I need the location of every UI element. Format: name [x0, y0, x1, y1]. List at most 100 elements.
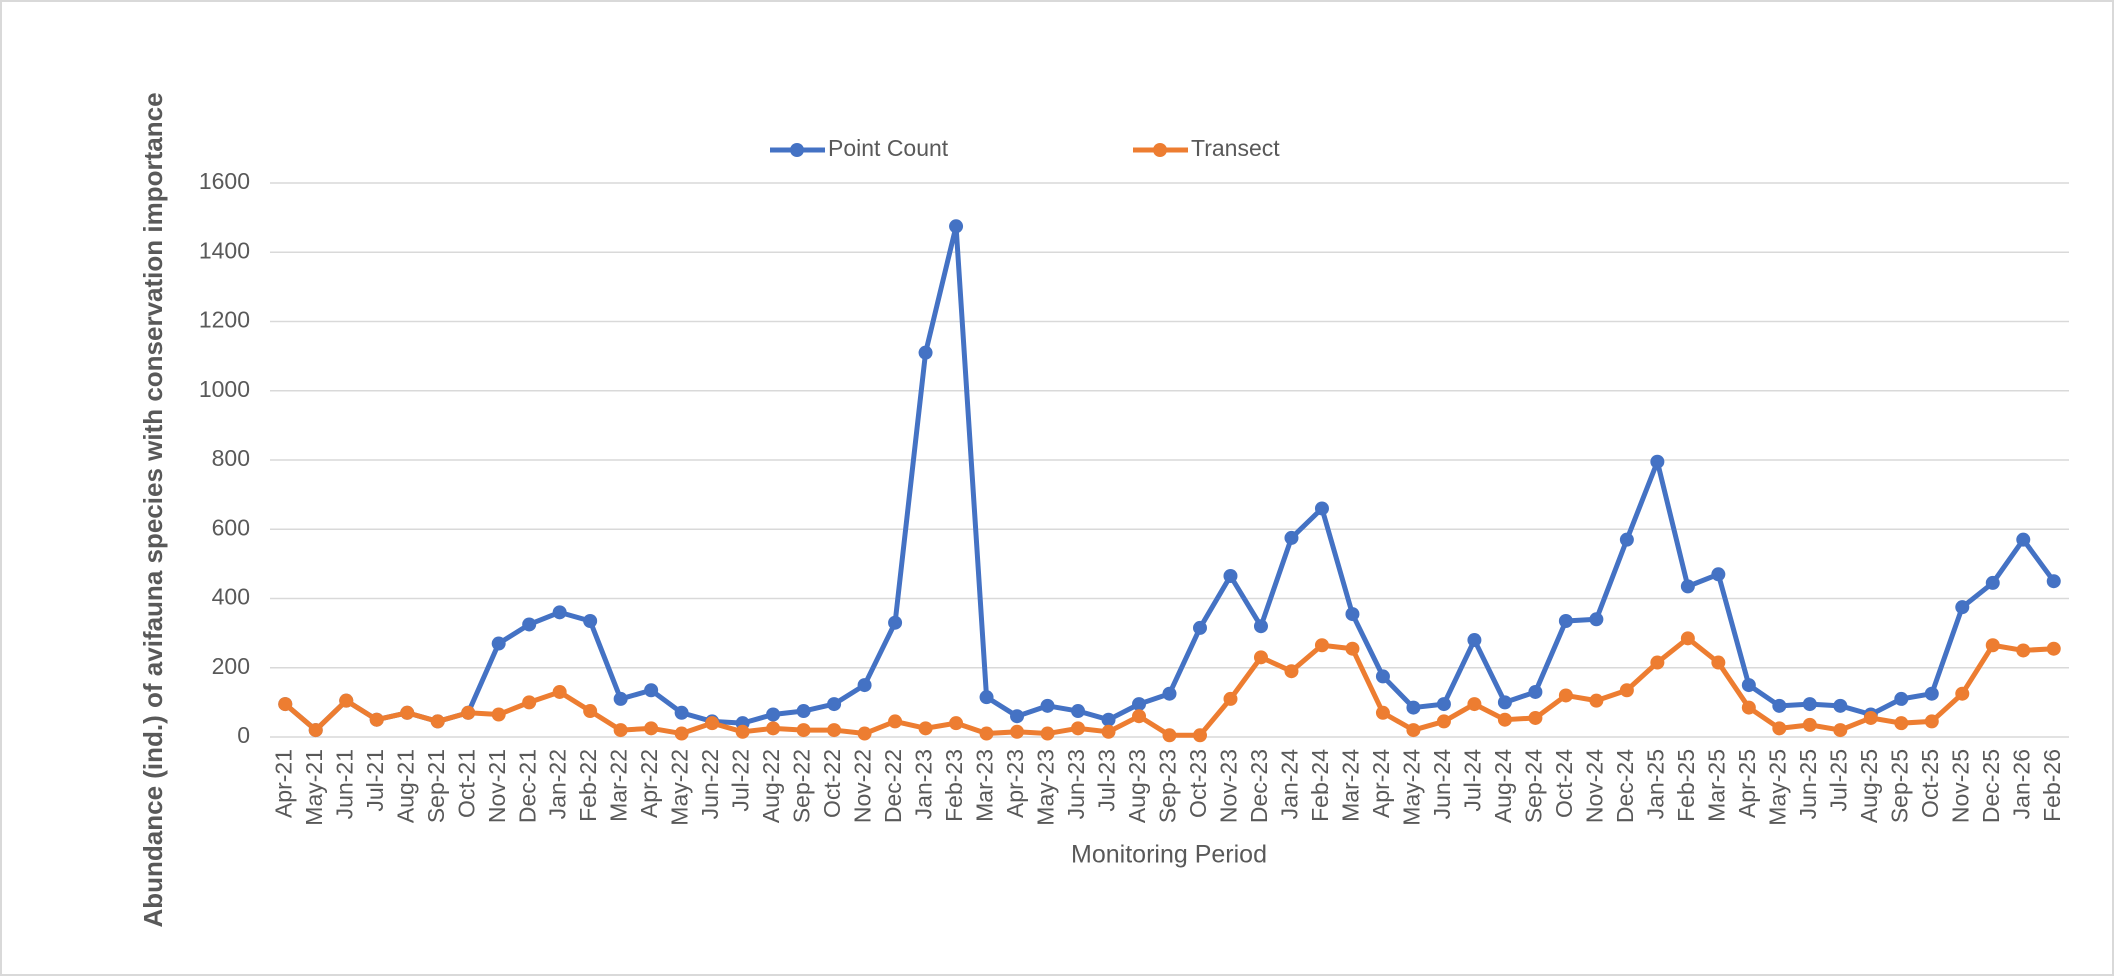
series-marker — [1619, 532, 1634, 547]
series-marker — [1863, 710, 1878, 725]
x-tick-label: Mar-25 — [1703, 749, 1729, 822]
series-marker — [1497, 695, 1512, 710]
x-tick-label: Jun-24 — [1429, 749, 1455, 820]
series-marker — [1467, 633, 1482, 648]
series-marker — [400, 705, 415, 720]
x-tick-label: Nov-22 — [850, 749, 876, 823]
x-tick-label: Sep-25 — [1886, 749, 1912, 823]
series-marker — [552, 605, 567, 620]
series-marker — [1071, 704, 1086, 719]
series-marker — [613, 723, 628, 738]
series-marker — [491, 707, 506, 722]
series-marker — [1375, 705, 1390, 720]
series-marker — [1010, 709, 1025, 724]
series-marker — [1132, 709, 1147, 724]
series-marker — [1833, 698, 1848, 713]
series-marker — [369, 712, 384, 727]
series-marker — [949, 219, 964, 234]
x-tick-label: Sep-23 — [1155, 749, 1181, 823]
series-marker — [1528, 684, 1543, 699]
x-tick-label: Dec-24 — [1612, 749, 1638, 823]
series-marker — [1711, 655, 1726, 670]
series-marker — [796, 704, 811, 719]
y-tick-label: 1200 — [199, 307, 250, 333]
x-tick-label: Feb-23 — [941, 749, 967, 822]
series-marker — [1894, 691, 1909, 706]
series-marker — [2046, 574, 2061, 589]
series-marker — [1314, 638, 1329, 653]
x-tick-label: Dec-22 — [880, 749, 906, 823]
series-marker — [979, 726, 994, 741]
series-marker — [827, 697, 842, 712]
series-marker — [1406, 700, 1421, 715]
series-marker — [1406, 723, 1421, 738]
legend-label: Transect — [1191, 135, 1280, 161]
series-marker — [918, 721, 933, 736]
series-marker — [1558, 688, 1573, 703]
series-marker — [1955, 686, 1970, 701]
series-marker — [308, 723, 323, 738]
x-tick-label: Mar-23 — [972, 749, 998, 822]
x-tick-label: Feb-26 — [2039, 749, 2065, 822]
x-axis-title: Monitoring Period — [1071, 841, 1267, 869]
series-marker — [1894, 716, 1909, 731]
series-marker — [674, 726, 689, 741]
series-marker — [1711, 567, 1726, 582]
y-tick-label: 200 — [212, 653, 250, 679]
legend-marker — [1153, 143, 1167, 157]
x-tick-label: Feb-24 — [1307, 749, 1333, 822]
x-tick-label: Sep-24 — [1520, 749, 1546, 823]
y-tick-label: 600 — [212, 514, 250, 540]
series-marker — [1741, 700, 1756, 715]
series-marker — [1528, 710, 1543, 725]
x-tick-label: Jan-25 — [1642, 749, 1668, 819]
series-marker — [949, 716, 964, 731]
series-marker — [522, 617, 537, 632]
x-tick-label: Apr-23 — [1002, 749, 1028, 818]
series-marker — [888, 714, 903, 729]
series-marker — [2046, 641, 2061, 656]
x-tick-label: Jul-21 — [362, 749, 388, 812]
x-tick-label: Jun-22 — [697, 749, 723, 819]
series-marker — [2016, 643, 2031, 658]
series-marker — [766, 707, 781, 722]
series-marker — [1833, 723, 1848, 738]
x-tick-label: Aug-22 — [758, 749, 784, 823]
series-marker — [1467, 697, 1482, 712]
series-marker — [1772, 698, 1787, 713]
series-marker — [1101, 724, 1116, 739]
y-tick-label: 400 — [212, 584, 250, 610]
series-marker — [1802, 717, 1817, 732]
x-tick-label: Dec-23 — [1246, 749, 1272, 823]
x-tick-label: Apr-24 — [1368, 749, 1394, 818]
series-marker — [1284, 530, 1299, 545]
x-tick-label: Jan-26 — [2008, 749, 2034, 819]
legend-marker — [790, 143, 804, 157]
series-marker — [1162, 728, 1177, 743]
x-tick-label: Jun-21 — [331, 749, 357, 819]
series-marker — [430, 714, 445, 729]
x-tick-label: Mar-24 — [1338, 749, 1364, 822]
series-marker — [613, 691, 628, 706]
x-tick-label: Sep-21 — [423, 749, 449, 823]
series-marker — [1680, 579, 1695, 594]
series-marker — [857, 678, 872, 693]
series-marker — [1680, 631, 1695, 646]
x-tick-label: Feb-22 — [575, 749, 601, 822]
series-marker — [583, 704, 598, 719]
series-marker — [1192, 728, 1207, 743]
y-tick-label: 800 — [212, 445, 250, 471]
series-marker — [1071, 721, 1086, 736]
series-marker — [1924, 714, 1939, 729]
series-marker — [1253, 650, 1268, 665]
series-marker — [1223, 691, 1238, 706]
series-marker — [1345, 607, 1360, 622]
series-marker — [979, 690, 994, 705]
x-tick-label: Aug-24 — [1490, 749, 1516, 823]
series-marker — [888, 615, 903, 630]
series-marker — [1436, 697, 1451, 712]
x-tick-label: Apr-25 — [1734, 749, 1760, 818]
series-marker — [1132, 697, 1147, 712]
